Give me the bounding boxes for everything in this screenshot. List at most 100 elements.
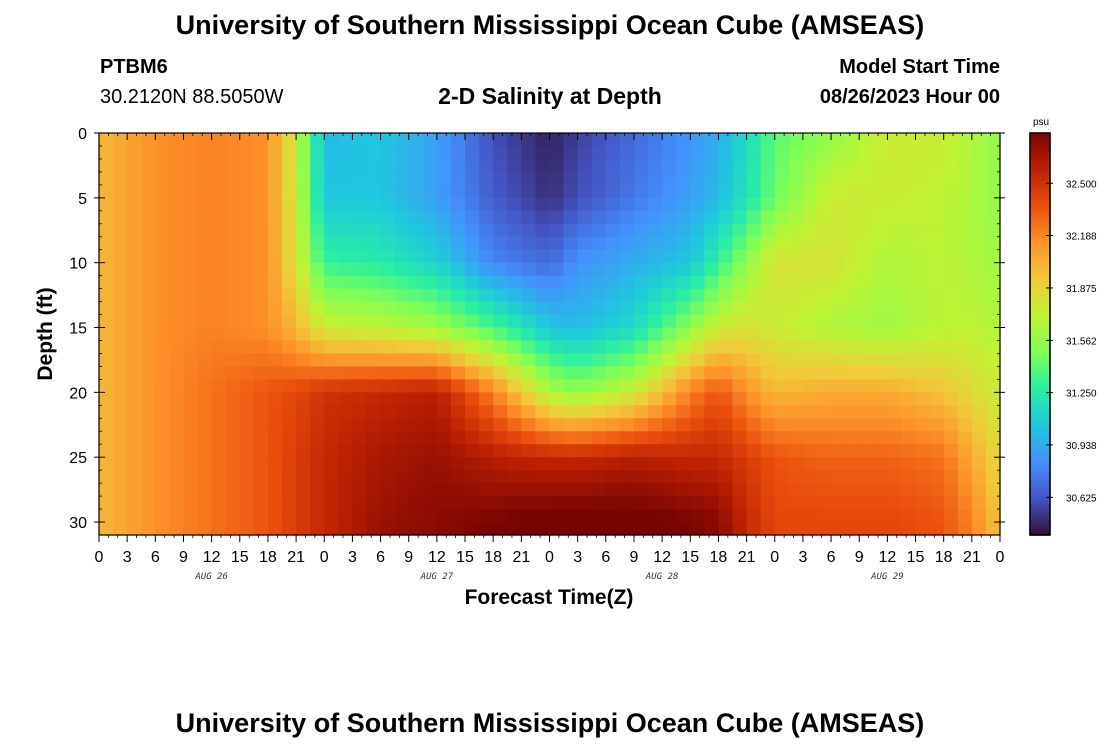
heatmap-cell: [338, 133, 354, 147]
heatmap-cell: [267, 431, 283, 445]
heatmap-cell: [169, 158, 185, 173]
heatmap-cell: [310, 366, 325, 380]
heatmap-cell: [521, 249, 537, 264]
heatmap-cell: [324, 262, 339, 277]
colorbar-segment: [1030, 478, 1050, 482]
heatmap-cell: [535, 392, 551, 406]
heatmap-cell: [915, 145, 931, 160]
heatmap-cell: [282, 457, 297, 471]
heatmap-cell: [493, 470, 508, 484]
heatmap-cell: [591, 392, 607, 406]
heatmap-cell: [901, 210, 917, 225]
heatmap-cell: [774, 353, 790, 368]
heatmap-cell: [253, 158, 269, 173]
heatmap-cell: [225, 314, 241, 329]
heatmap-cell: [845, 379, 860, 393]
heatmap-cell: [690, 418, 705, 432]
heatmap-cell: [859, 197, 874, 212]
heatmap-cell: [746, 262, 762, 277]
heatmap-cell: [802, 444, 818, 458]
heatmap-cell: [521, 133, 537, 147]
heatmap-cell: [197, 301, 213, 316]
heatmap-cell: [127, 392, 142, 406]
heatmap-cell: [831, 444, 846, 458]
heatmap-cell: [760, 262, 776, 277]
heatmap-cell: [873, 405, 888, 419]
heatmap-cell: [985, 457, 1001, 471]
heatmap-cell: [183, 184, 199, 199]
heatmap-cell: [887, 353, 903, 368]
heatmap-cell: [535, 133, 551, 147]
heatmap-cell: [296, 288, 311, 303]
colorbar-segment: [1030, 193, 1050, 198]
heatmap-cell: [155, 158, 170, 173]
heatmap-cell: [394, 184, 410, 199]
heatmap-cell: [690, 379, 705, 393]
heatmap-cell: [633, 496, 649, 510]
heatmap-cell: [310, 470, 325, 484]
heatmap-cell: [887, 470, 903, 484]
heatmap-cell: [957, 340, 973, 355]
heatmap-cell: [141, 314, 156, 329]
heatmap-cell: [690, 249, 705, 264]
heatmap-cell: [113, 236, 128, 251]
heatmap-cell: [760, 483, 776, 497]
heatmap-cell: [774, 145, 790, 160]
heatmap-cell: [873, 340, 888, 355]
heatmap-cell: [366, 171, 382, 186]
heatmap-cell: [957, 288, 973, 303]
heatmap-cell: [296, 327, 311, 342]
heatmap-cell: [99, 509, 114, 523]
heatmap-cell: [521, 301, 537, 316]
heatmap-cell: [985, 197, 1001, 212]
heatmap-cell: [310, 353, 325, 368]
heatmap-cell: [239, 379, 255, 393]
heatmap-cell: [394, 340, 410, 355]
heatmap-cell: [985, 444, 1001, 458]
heatmap-cell: [141, 470, 156, 484]
heatmap-cell: [394, 509, 410, 523]
heatmap-cell: [676, 457, 691, 471]
heatmap-cell: [422, 301, 438, 316]
heatmap-cell: [802, 133, 818, 147]
heatmap-cell: [605, 366, 621, 380]
heatmap-cell: [436, 145, 452, 160]
heatmap-cell: [816, 171, 832, 186]
heatmap-cell: [985, 353, 1001, 368]
heatmap-cell: [605, 145, 621, 160]
heatmap-cell: [465, 353, 480, 368]
heatmap-cell: [943, 210, 959, 225]
heatmap-cell: [873, 418, 888, 432]
heatmap-cell: [774, 340, 790, 355]
heatmap-cell: [943, 353, 959, 368]
heatmap-cell: [197, 197, 213, 212]
heatmap-cell: [718, 275, 734, 290]
heatmap-cell: [380, 133, 396, 147]
heatmap-cell: [591, 340, 607, 355]
heatmap-cell: [619, 405, 635, 419]
heatmap-cell: [99, 470, 114, 484]
heatmap-cell: [662, 262, 677, 277]
heatmap-cell: [873, 145, 888, 160]
heatmap-cell: [633, 314, 649, 329]
heatmap-cell: [408, 522, 424, 536]
heatmap-cell: [436, 301, 452, 316]
heatmap-cell: [225, 405, 241, 419]
heatmap-cell: [197, 158, 213, 173]
heatmap-cell: [169, 236, 185, 251]
heatmap-cell: [450, 431, 466, 445]
heatmap-cell: [267, 444, 283, 458]
colorbar-segment: [1030, 216, 1050, 221]
heatmap-cell: [943, 184, 959, 199]
heatmap-cell: [662, 288, 677, 303]
heatmap-cell: [901, 327, 917, 342]
colorbar-tick-label: 31.250: [1066, 389, 1097, 400]
colorbar-segment: [1030, 521, 1050, 526]
heatmap-cell: [141, 197, 156, 212]
heatmap-cell: [380, 392, 396, 406]
heatmap-cell: [338, 301, 354, 316]
heatmap-cell: [197, 184, 213, 199]
colorbar-segment: [1030, 173, 1050, 178]
heatmap-cell: [802, 366, 818, 380]
heatmap-cell: [324, 509, 339, 523]
